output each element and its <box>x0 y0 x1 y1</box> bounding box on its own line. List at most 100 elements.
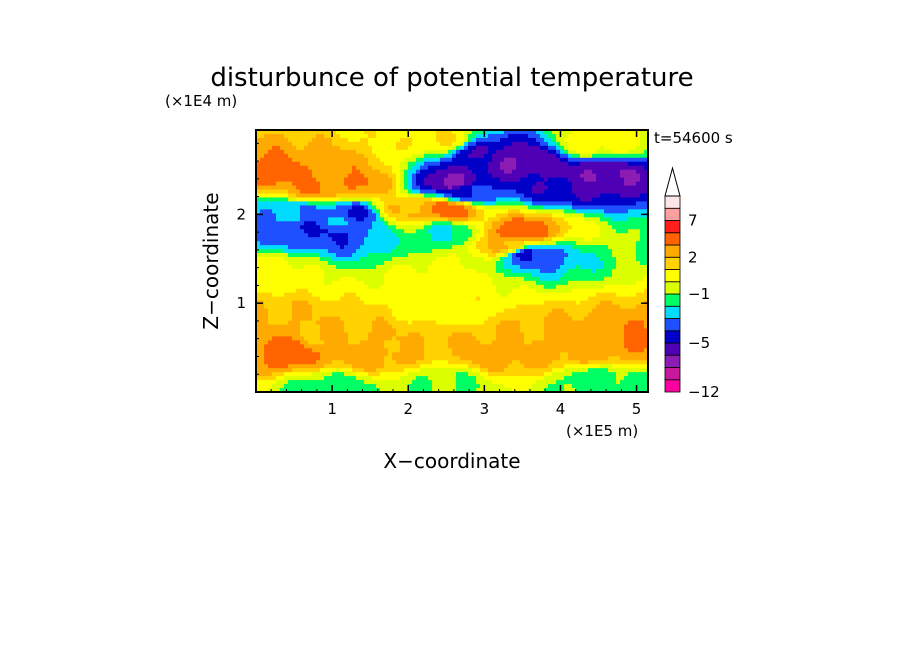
field-cell <box>448 169 453 175</box>
field-cell <box>524 284 529 290</box>
field-cell <box>556 149 561 155</box>
field-cell <box>588 133 593 139</box>
field-cell <box>380 261 385 266</box>
field-cell <box>548 161 553 167</box>
field-cell <box>456 181 461 187</box>
field-cell <box>412 261 417 266</box>
field-cell <box>524 324 529 330</box>
field-cell <box>532 189 537 195</box>
field-cell <box>624 153 629 159</box>
field-cell <box>360 304 365 310</box>
field-cell <box>332 257 337 262</box>
field-cell <box>332 292 337 298</box>
field-cell <box>640 257 645 262</box>
field-cell <box>440 316 445 322</box>
field-cell <box>392 177 397 183</box>
field-cell <box>256 229 261 234</box>
field-cell <box>380 280 385 286</box>
field-cell <box>272 280 277 286</box>
field-cell <box>588 237 593 242</box>
field-cell <box>444 149 449 155</box>
field-cell <box>308 288 313 294</box>
field-cell <box>608 320 613 326</box>
field-cell <box>480 268 485 274</box>
field-cell <box>624 177 629 183</box>
field-cell <box>556 185 561 191</box>
field-cell <box>284 241 289 246</box>
field-cell <box>548 201 553 207</box>
field-cell <box>472 177 477 183</box>
field-cell <box>312 137 317 143</box>
field-cell <box>480 185 485 191</box>
field-cell <box>316 272 321 278</box>
field-cell <box>560 225 565 230</box>
field-cell <box>512 130 517 135</box>
field-cell <box>572 328 577 334</box>
field-cell <box>588 221 593 226</box>
field-cell <box>596 304 601 310</box>
field-cell <box>352 257 357 262</box>
field-cell <box>468 165 473 171</box>
field-cell <box>256 308 261 314</box>
field-cell <box>480 197 485 203</box>
field-cell <box>480 201 485 207</box>
field-cell <box>308 312 313 318</box>
field-cell <box>644 141 648 147</box>
field-cell <box>320 320 325 326</box>
field-cell <box>312 189 317 195</box>
field-cell <box>580 189 585 195</box>
field-cell <box>360 268 365 274</box>
field-cell <box>600 304 605 310</box>
field-cell <box>364 157 369 163</box>
field-cell <box>564 292 569 298</box>
field-cell <box>404 177 409 183</box>
field-cell <box>280 249 285 254</box>
field-cell <box>636 264 641 270</box>
field-cell <box>588 197 593 203</box>
field-cell <box>544 308 549 314</box>
field-cell <box>324 288 329 294</box>
field-cell <box>544 213 549 218</box>
field-cell <box>268 213 273 218</box>
field-cell <box>636 280 641 286</box>
field-cell <box>420 296 425 302</box>
field-cell <box>540 209 545 214</box>
field-cell <box>540 272 545 278</box>
field-cell <box>584 141 589 147</box>
field-cell <box>400 229 405 234</box>
field-cell <box>324 257 329 262</box>
field-cell <box>624 328 629 334</box>
field-cell <box>508 161 513 167</box>
field-cell <box>304 205 309 210</box>
field-cell <box>564 165 569 171</box>
field-cell <box>368 324 373 330</box>
field-cell <box>488 316 493 322</box>
field-cell <box>280 213 285 218</box>
field-cell <box>440 241 445 246</box>
field-cell <box>560 264 565 270</box>
field-cell <box>580 308 585 314</box>
field-cell <box>448 197 453 203</box>
field-cell <box>584 161 589 167</box>
field-cell <box>364 249 369 254</box>
field-cell <box>592 245 597 250</box>
field-cell <box>492 304 497 310</box>
field-cell <box>632 316 637 322</box>
field-cell <box>472 130 477 135</box>
field-cell <box>500 185 505 191</box>
field-cell <box>608 261 613 266</box>
field-cell <box>368 130 373 135</box>
field-cell <box>280 253 285 258</box>
field-cell <box>640 177 645 183</box>
field-cell <box>536 320 541 326</box>
field-cell <box>344 268 349 274</box>
field-cell <box>448 241 453 246</box>
field-cell <box>600 197 605 203</box>
field-cell <box>324 221 329 226</box>
field-cell <box>560 141 565 147</box>
field-cell <box>288 320 293 326</box>
field-cell <box>512 181 517 187</box>
field-cell <box>420 145 425 151</box>
field-cell <box>464 308 469 314</box>
field-cell <box>584 153 589 159</box>
